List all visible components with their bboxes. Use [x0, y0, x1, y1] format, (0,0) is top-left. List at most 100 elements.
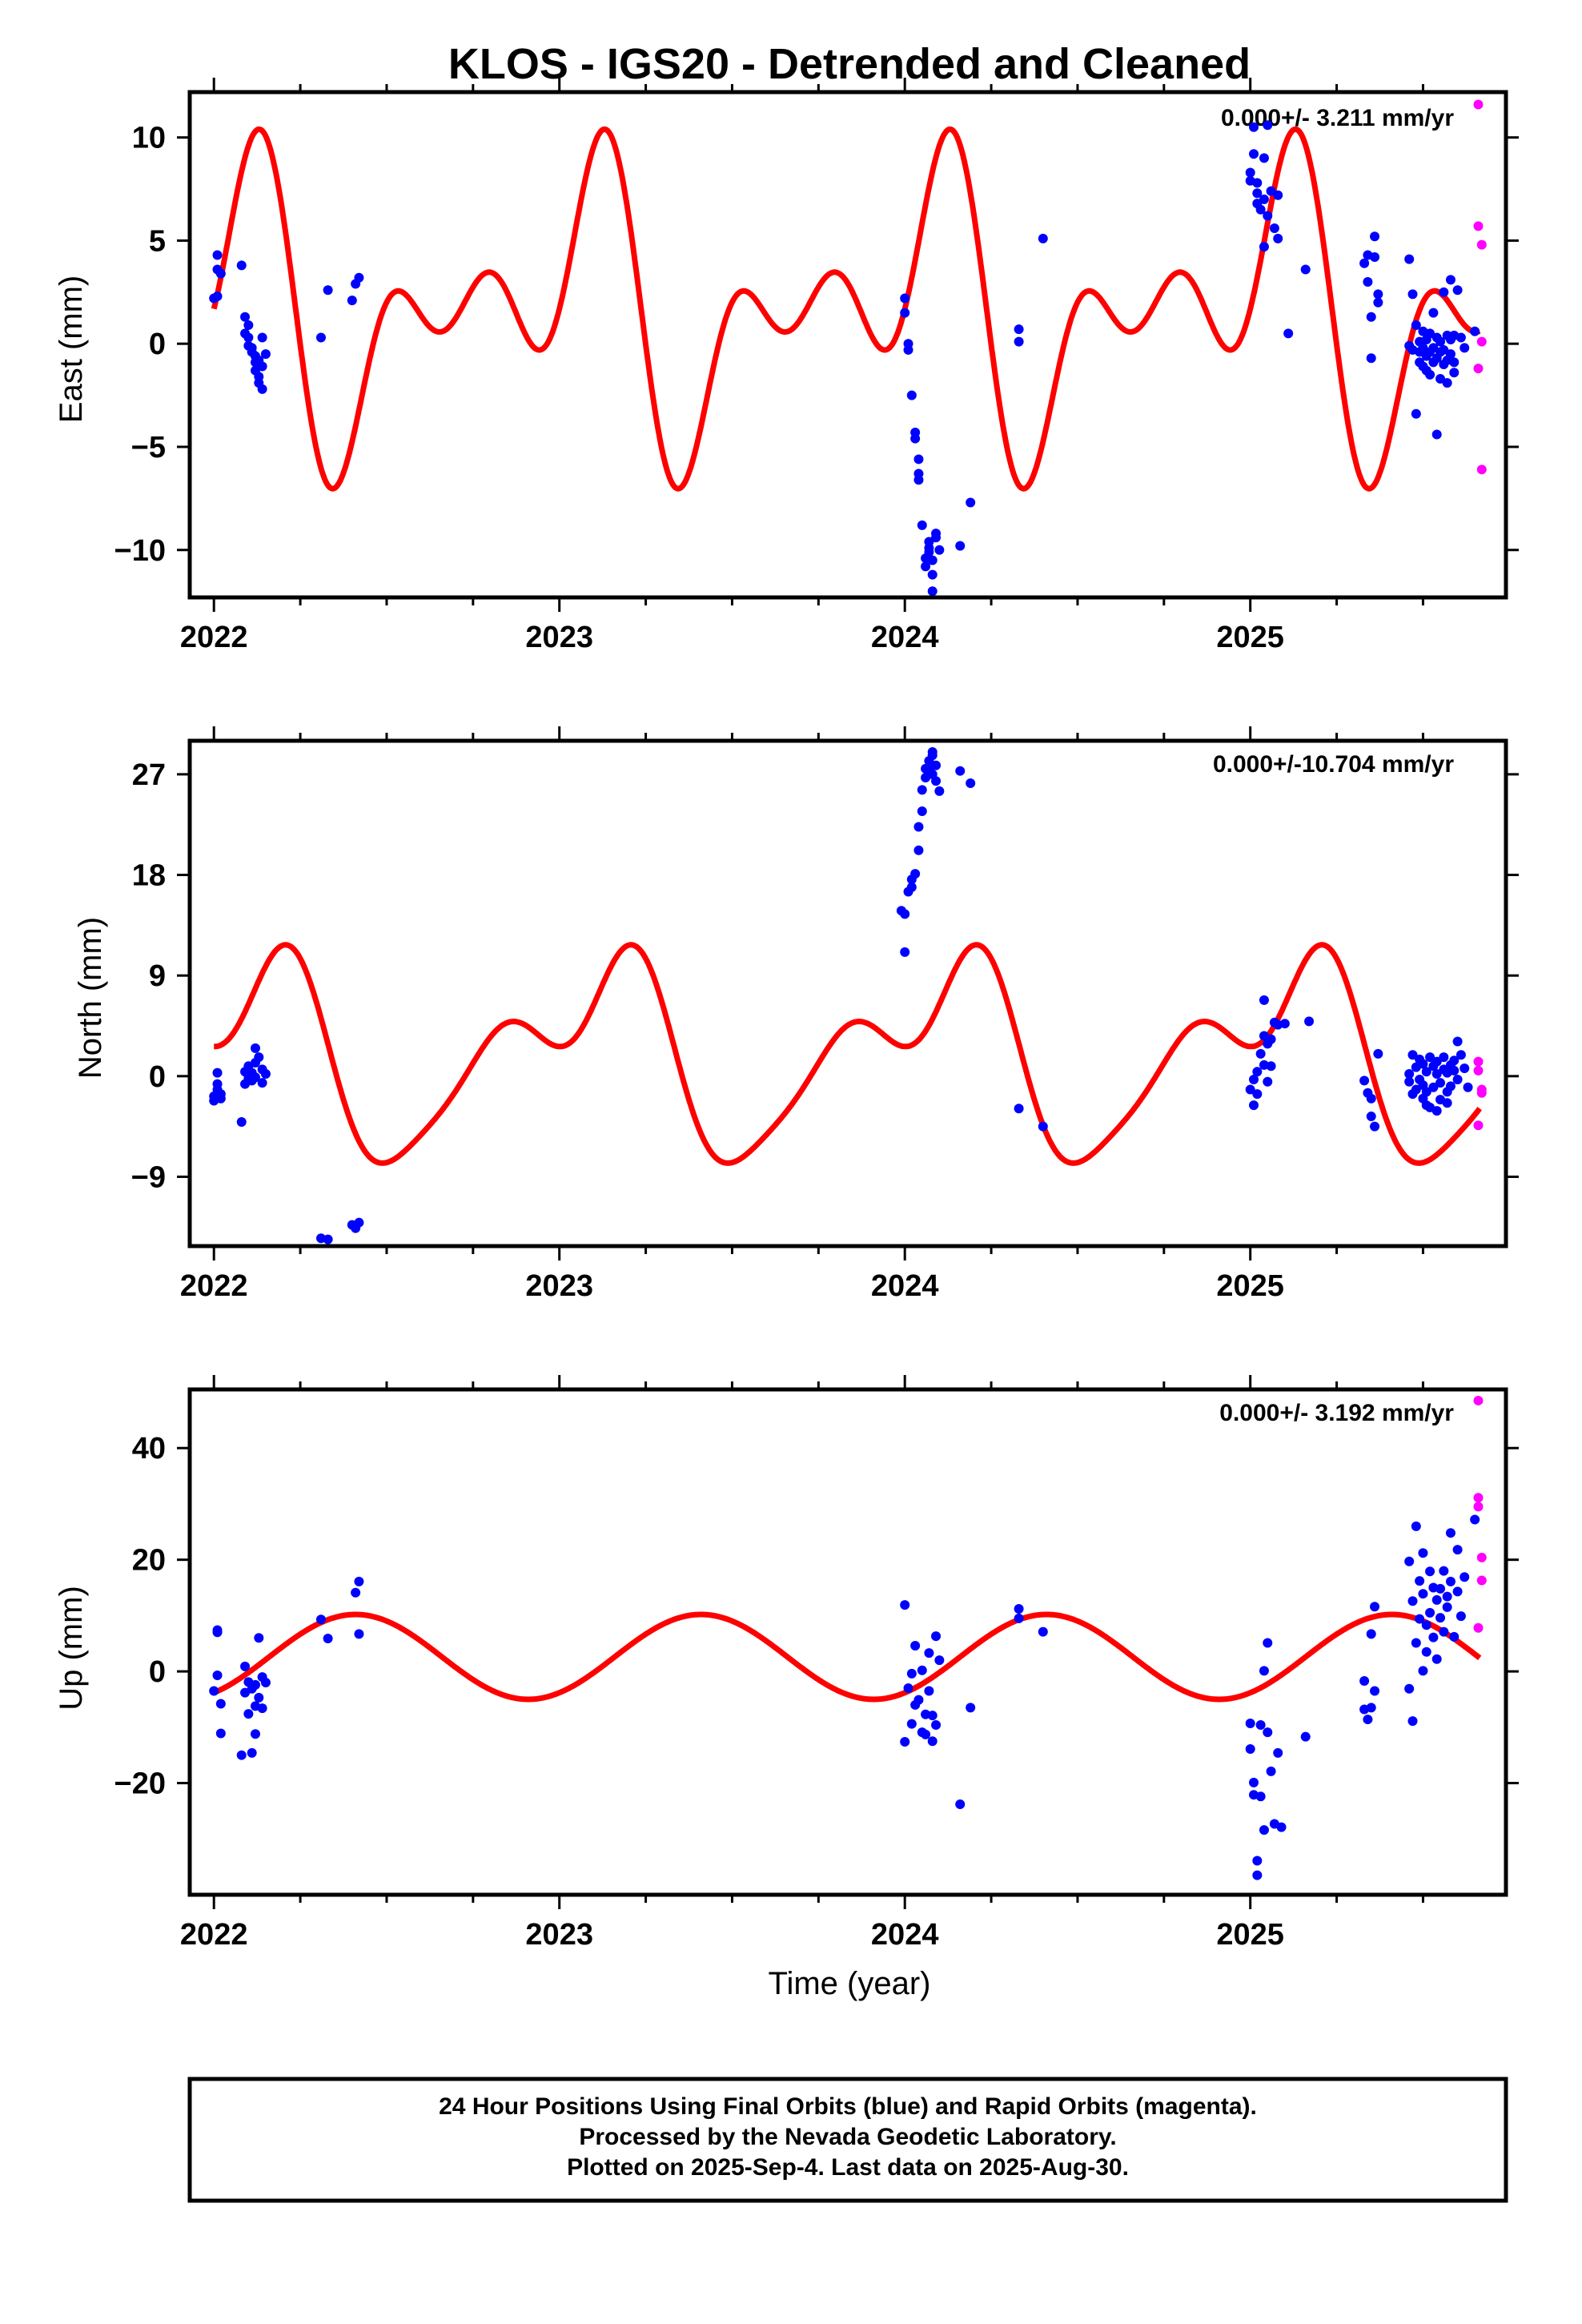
north-final-point [250, 1043, 260, 1053]
north-final-point [1249, 1074, 1259, 1084]
east-final-point [1255, 204, 1266, 215]
east-final-point [927, 569, 938, 580]
east-final-point [1439, 344, 1449, 355]
north-model-curve [214, 942, 1482, 1166]
up-final-point [1404, 1683, 1415, 1694]
north-y-tick-label: 0 [149, 1060, 166, 1094]
east-final-point [1259, 194, 1269, 204]
footer-border [187, 2077, 1508, 2203]
north-final-point [1404, 1069, 1415, 1080]
up-rapid-point [1476, 1552, 1487, 1562]
east-final-point [1445, 275, 1456, 285]
east-final-point [257, 332, 267, 343]
up-final-point [1404, 1556, 1415, 1566]
up-final-point [1245, 1744, 1255, 1755]
east-y-tick-label: 10 [132, 122, 166, 155]
up-final-point [1415, 1614, 1425, 1624]
north-final-point [927, 746, 938, 757]
east-final-point [1273, 233, 1283, 243]
east-final-point [934, 545, 945, 555]
up-final-point [931, 1720, 942, 1731]
east-final-point [1407, 289, 1418, 300]
north-final-point [1366, 1093, 1376, 1104]
up-final-point [1366, 1629, 1376, 1639]
north-rapid-point [1473, 1056, 1484, 1067]
up-final-point [236, 1750, 247, 1760]
x-axis-label: Time (year) [769, 1966, 931, 2001]
north-panel: North (mm) 0.000+/-10.704 mm/yr 2022 2023… [73, 726, 1519, 1303]
east-final-point [212, 291, 223, 301]
east-final-point [1418, 343, 1428, 353]
east-final-point [354, 272, 364, 283]
up-final-point [247, 1747, 257, 1758]
up-final-point [1456, 1611, 1466, 1622]
up-plot-frame [187, 1387, 1508, 1897]
north-final-point [1038, 1121, 1048, 1132]
east-final-point [1283, 328, 1294, 339]
north-final-point [1418, 1059, 1428, 1069]
footer-line-1: 24 Hour Positions Using Final Orbits (bl… [439, 2093, 1257, 2120]
up-final-point [1452, 1545, 1463, 1555]
up-final-point [250, 1679, 260, 1690]
north-final-point [1404, 1076, 1415, 1087]
east-rate-label: 0.000+/- 3.211 mm/yr [1221, 105, 1454, 131]
east-final-point [1425, 369, 1435, 380]
north-rapid-point [1473, 1065, 1484, 1076]
north-final-point [1407, 1050, 1418, 1060]
east-final-point [903, 344, 913, 355]
east-final-point [927, 586, 938, 597]
east-final-point [1428, 308, 1439, 318]
east-rapid-point [1473, 364, 1484, 374]
east-final-point [243, 320, 254, 331]
east-final-point [247, 343, 257, 353]
up-final-point [1263, 1727, 1273, 1738]
north-final-point [931, 776, 942, 786]
north-final-point [917, 806, 927, 816]
east-final-point [1370, 231, 1380, 242]
north-final-point [1431, 1069, 1442, 1080]
up-final-point [1407, 1716, 1418, 1727]
east-final-point [1404, 254, 1415, 264]
up-final-point [1359, 1675, 1370, 1686]
east-final-point [1373, 297, 1383, 308]
north-final-point [906, 882, 917, 892]
north-final-point [1449, 1055, 1460, 1066]
up-final-point [903, 1683, 913, 1694]
east-final-point [347, 296, 357, 306]
up-final-point [1263, 1638, 1273, 1648]
east-final-point [1456, 332, 1466, 343]
north-x-tick-label: 2022 [180, 1269, 248, 1303]
north-final-point [260, 1069, 271, 1080]
north-final-point [910, 869, 921, 879]
up-final-point [1415, 1576, 1425, 1586]
east-final-point [1445, 349, 1456, 360]
footer-line-3: Plotted on 2025-Sep-4. Last data on 2025… [567, 2154, 1129, 2181]
north-final-point [215, 1089, 226, 1100]
north-final-point [1366, 1112, 1376, 1122]
up-final-point [1249, 1777, 1259, 1787]
up-final-point [354, 1629, 364, 1639]
north-final-point [1359, 1076, 1370, 1086]
north-final-point [1445, 1081, 1456, 1092]
up-final-point [927, 1711, 938, 1721]
east-final-point [323, 285, 333, 296]
east-final-point [1014, 324, 1024, 335]
east-final-point [1249, 122, 1259, 132]
east-final-point [1449, 368, 1460, 378]
east-final-point [1449, 357, 1460, 368]
east-final-point [913, 454, 924, 464]
up-final-point [917, 1665, 927, 1675]
up-final-point [212, 1625, 223, 1635]
up-final-point [1421, 1620, 1431, 1630]
north-final-point [323, 1234, 333, 1244]
up-final-point [323, 1633, 333, 1643]
north-final-point [1460, 1063, 1470, 1074]
up-final-point [215, 1728, 226, 1739]
up-final-point [1411, 1638, 1421, 1648]
east-final-point [924, 543, 934, 553]
east-final-point [1435, 373, 1446, 384]
up-rapid-point [1476, 1575, 1487, 1586]
up-rapid-point [1473, 1502, 1484, 1512]
up-final-point [934, 1655, 945, 1666]
east-final-point [1259, 153, 1269, 163]
